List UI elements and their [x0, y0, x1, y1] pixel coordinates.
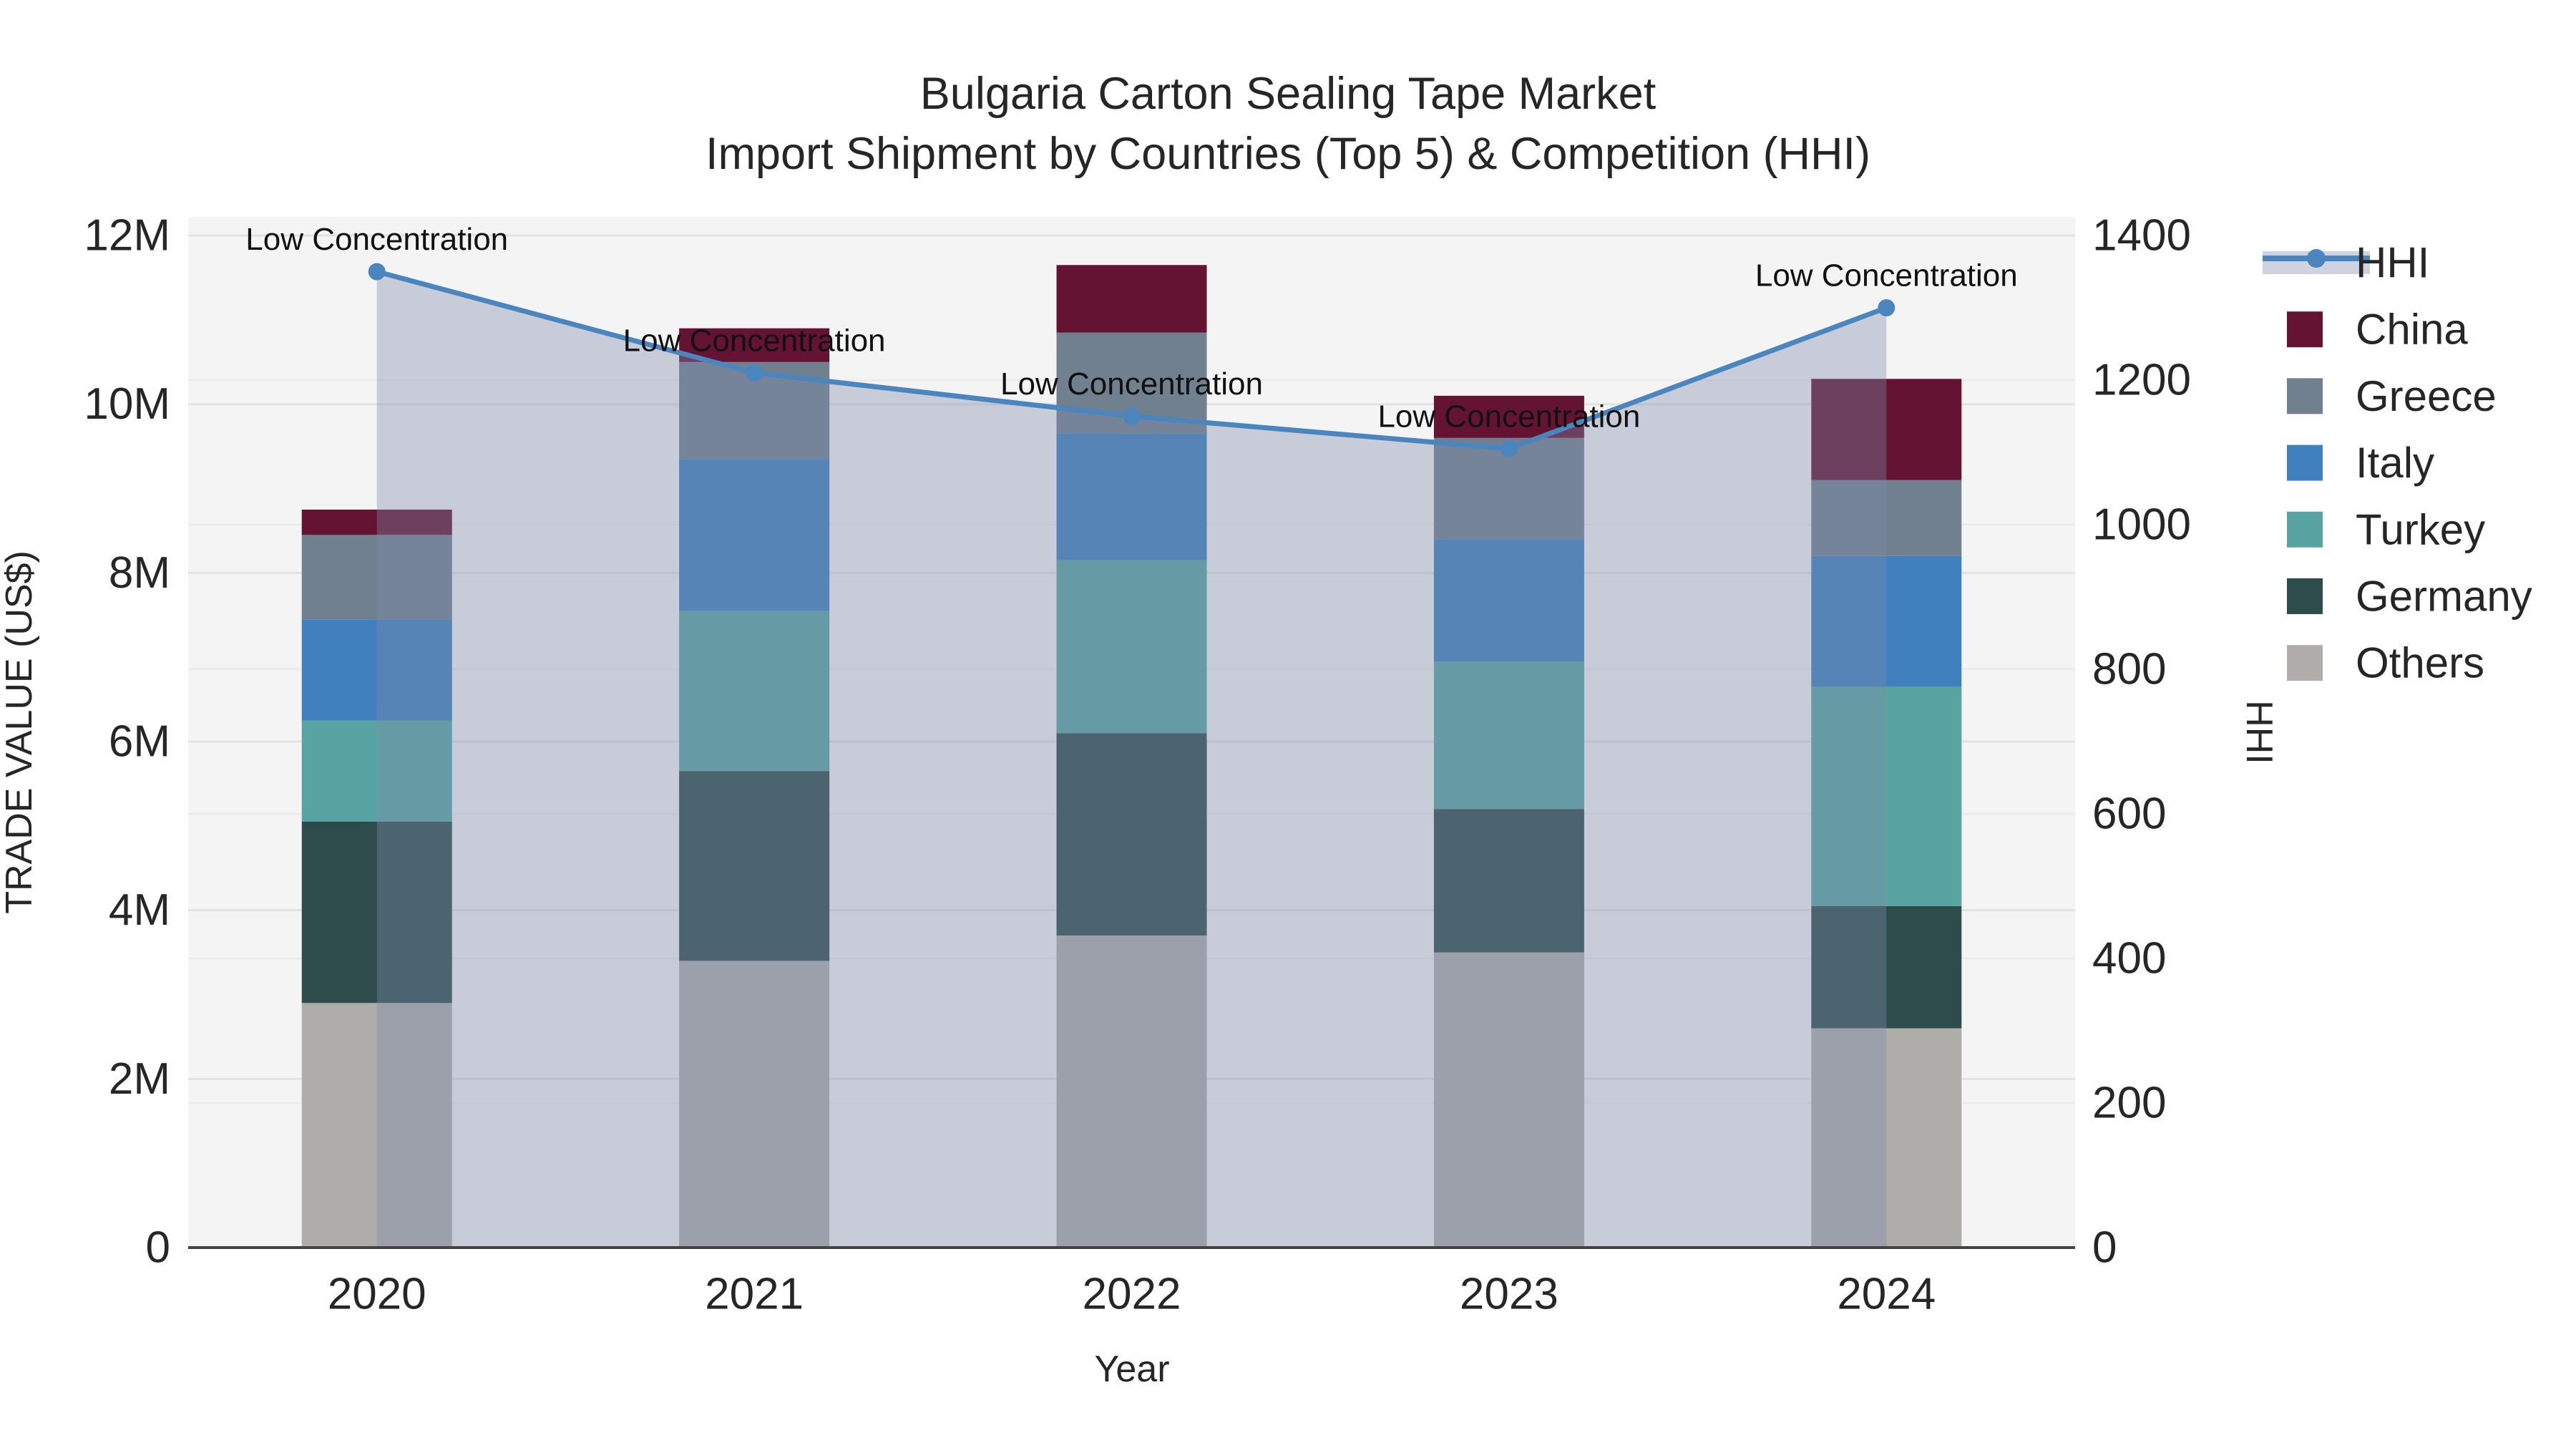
x-tick-label-2024: 2024 [1837, 1270, 1936, 1319]
axes-layer: 0 2M 4M 6M 8M 10M 12M 0 200 400 600 800 1000 1200 1400… [84, 211, 2191, 1319]
y-left-axis-title: TRADE VALUE (US$) [0, 550, 40, 914]
bar-segment-italy-2022 [1056, 433, 1207, 560]
x-tick-label-2021: 2021 [705, 1270, 804, 1319]
y-left-tick-label: 0 [146, 1223, 170, 1273]
y-left-tick-label: 2M [109, 1054, 170, 1104]
y-right-axis-title: HHI [2238, 700, 2280, 764]
hhi-marker-2024 [1878, 299, 1896, 316]
bar-segment-others-2021 [679, 961, 830, 1248]
y-right-tick-label: 400 [2092, 934, 2166, 983]
x-tick-label-2022: 2022 [1083, 1270, 1181, 1319]
y-right-tick-label: 1000 [2092, 500, 2191, 550]
legend-label-greece: Greece [2356, 372, 2497, 420]
y-left-tick-label: 8M [109, 548, 170, 598]
bars-layer [301, 265, 1962, 1248]
legend-item-china: China [2287, 306, 2468, 354]
legend-item-hhi: HHI [2263, 239, 2429, 287]
bar-segment-china-2024 [1811, 379, 1962, 480]
bar-segment-china-2022 [1056, 265, 1207, 333]
legend-swatch-china [2287, 311, 2323, 348]
y-right-tick-label: 600 [2092, 789, 2166, 839]
legend-swatch-greece [2287, 378, 2323, 414]
hhi-area-fill [376, 271, 1887, 1248]
y-right-tick-label: 1200 [2092, 356, 2191, 405]
bar-segment-italy-2023 [1433, 539, 1584, 662]
legend-swatch-others [2287, 645, 2323, 681]
legend-item-turkey: Turkey [2287, 505, 2485, 553]
x-tick-label-2023: 2023 [1460, 1270, 1558, 1319]
legend-label-china: China [2356, 306, 2468, 354]
annotations-layer: Low Concentration Low Concentration Low Co… [245, 222, 2017, 434]
annotation-low-concentration-2023: Low Concentration [1377, 399, 1640, 434]
bar-segment-greece-2024 [1811, 480, 1962, 556]
bar-segment-others-2024 [1811, 1028, 1962, 1248]
legend-swatch-turkey [2287, 511, 2323, 548]
x-axis-title: Year [1094, 1348, 1169, 1390]
bar-segment-italy-2021 [679, 459, 830, 611]
legend-label-germany: Germany [2356, 573, 2532, 621]
y-left-tick-label: 4M [109, 885, 170, 935]
hhi-area-layer [376, 271, 1887, 1248]
bar-segment-turkey-2023 [1433, 661, 1584, 810]
y-right-tick-label: 800 [2092, 645, 2166, 694]
bar-segment-germany-2020 [301, 821, 452, 1004]
y-left-tick-label: 6M [109, 717, 170, 767]
legend-label-others: Others [2356, 639, 2484, 687]
bar-segment-germany-2023 [1433, 809, 1584, 953]
bar-segment-others-2023 [1433, 952, 1584, 1248]
chart-title-line1: Bulgaria Carton Sealing Tape Market [920, 69, 1657, 119]
x-tick-label-2020: 2020 [328, 1270, 426, 1319]
y-left-tick-label: 10M [84, 379, 170, 429]
hhi-marker-2022 [1123, 407, 1141, 425]
annotation-low-concentration-2020: Low Concentration [245, 222, 508, 257]
hhi-marker-2023 [1500, 439, 1518, 457]
hhi-line-layer [368, 263, 1896, 457]
bar-segment-germany-2022 [1056, 733, 1207, 936]
legend-item-italy: Italy [2287, 439, 2434, 487]
bar-segment-others-2022 [1056, 936, 1207, 1248]
y-right-tick-label: 0 [2092, 1223, 2117, 1273]
legend-item-greece: Greece [2287, 372, 2497, 420]
bar-segment-china-2020 [301, 509, 452, 535]
legend-swatch-italy [2287, 444, 2323, 481]
legend: HHI China Greece Italy Turkey Germany Others [2263, 239, 2532, 687]
bar-segment-italy-2024 [1811, 555, 1962, 687]
annotation-low-concentration-2022: Low Concentration [1000, 366, 1263, 402]
bar-segment-turkey-2021 [679, 611, 830, 772]
legend-label-hhi: HHI [2356, 239, 2429, 287]
bar-segment-turkey-2022 [1056, 560, 1207, 734]
bar-segment-germany-2021 [679, 771, 830, 961]
bar-segment-others-2020 [301, 1003, 452, 1248]
legend-swatch-germany [2287, 578, 2323, 614]
bar-segment-germany-2024 [1811, 905, 1962, 1029]
bar-segment-italy-2020 [301, 619, 452, 721]
y-right-tick-label: 1400 [2092, 211, 2191, 261]
legend-item-germany: Germany [2287, 573, 2532, 621]
hhi-marker-2020 [368, 263, 386, 281]
legend-item-others: Others [2287, 639, 2484, 687]
bar-segment-china-2021 [679, 328, 830, 362]
annotation-low-concentration-2021: Low Concentration [623, 323, 886, 358]
legend-label-italy: Italy [2356, 439, 2434, 487]
legend-swatch-hhi-marker [2307, 249, 2326, 268]
y-left-tick-label: 12M [84, 211, 170, 261]
bar-segment-turkey-2020 [301, 720, 452, 822]
y-right-tick-label: 200 [2092, 1079, 2166, 1128]
legend-label-turkey: Turkey [2356, 505, 2485, 553]
chart-title-line2: Import Shipment by Countries (Top 5) & C… [706, 129, 1870, 179]
bar-segment-greece-2020 [301, 535, 452, 620]
annotation-low-concentration-2024: Low Concentration [1755, 258, 2018, 293]
hhi-marker-2021 [746, 364, 763, 382]
bar-segment-turkey-2024 [1811, 686, 1962, 906]
